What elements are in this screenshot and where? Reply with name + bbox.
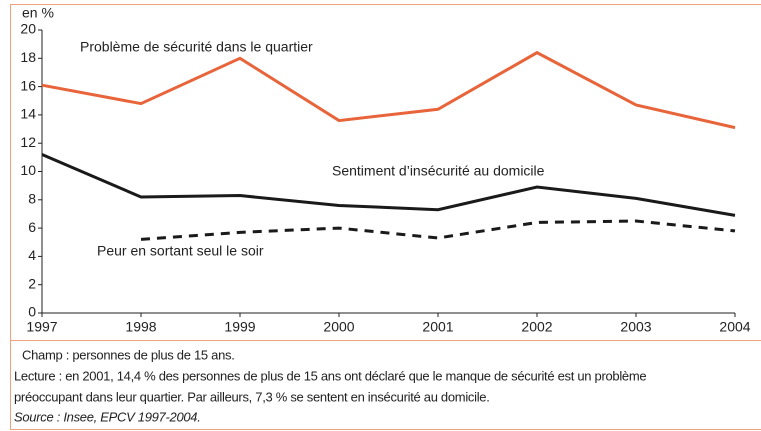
y-tick-label: 20 xyxy=(20,21,36,37)
y-tick-label: 6 xyxy=(28,219,36,235)
y-tick-label: 8 xyxy=(28,191,36,207)
note: Lecture : en 2001, 14,4 % des personnes … xyxy=(14,368,646,383)
frame xyxy=(10,4,761,430)
series-label: Peur en sortant seul le soir xyxy=(97,243,264,259)
series-line xyxy=(41,50,736,130)
series-line xyxy=(41,153,736,217)
y-tick-label: 18 xyxy=(20,49,36,65)
x-tick-label: 2001 xyxy=(422,319,453,335)
note: Champ : personnes de plus de 15 ans. xyxy=(22,347,235,362)
y-tick-label: 0 xyxy=(28,304,36,320)
y-tick-label: 2 xyxy=(28,275,36,291)
y-axis-label: en % xyxy=(22,5,54,21)
x-tick-label: 1999 xyxy=(224,319,255,335)
y-tick-label: 12 xyxy=(20,134,36,150)
series-line xyxy=(140,219,736,241)
series-label: Problème de sécurité dans le quartier xyxy=(80,39,313,55)
y-tick-label: 16 xyxy=(20,77,36,93)
y-tick-label: 4 xyxy=(28,247,36,263)
note: préoccupant dans leur quartier. Par aill… xyxy=(14,389,490,404)
x-tick-label: 1997 xyxy=(26,319,57,335)
y-tick-label: 10 xyxy=(20,162,36,178)
x-tick-label: 2004 xyxy=(719,319,750,335)
series-label: Sentiment d’insécurité au domicile xyxy=(332,163,545,179)
x-tick-label: 2000 xyxy=(323,319,354,335)
y-tick-label: 14 xyxy=(20,106,36,122)
source: Source : Insee, EPCV 1997-2004. xyxy=(14,409,201,424)
x-tick-label: 1998 xyxy=(125,319,156,335)
x-tick-label: 2003 xyxy=(620,319,651,335)
x-tick-label: 2002 xyxy=(521,319,552,335)
